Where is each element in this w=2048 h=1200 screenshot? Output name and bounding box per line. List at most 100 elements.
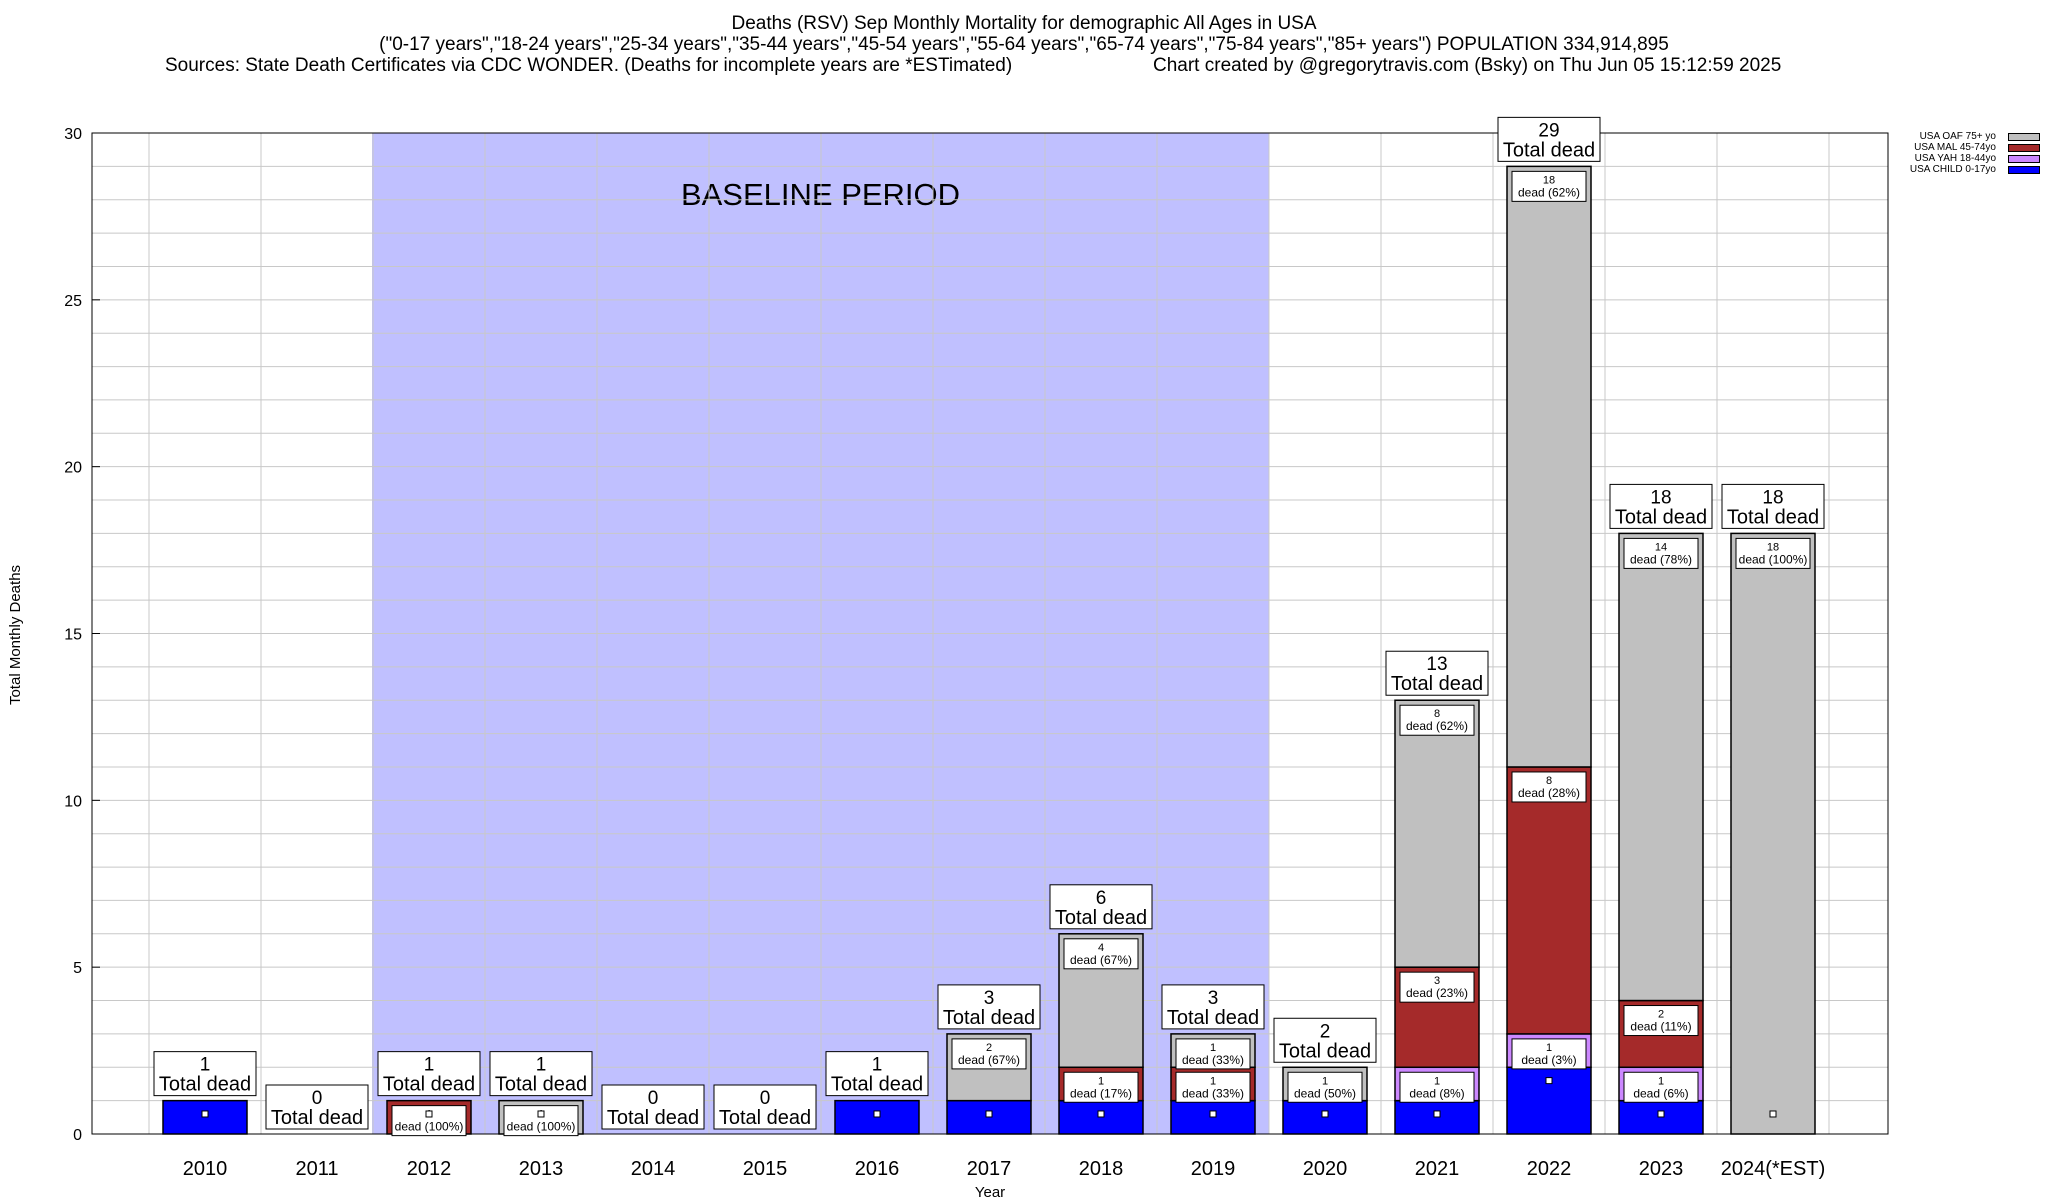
median-marker [985,1110,993,1118]
segment-label-count: 1 [1210,1042,1216,1054]
total-label-text: Total dead [159,1074,251,1096]
total-label-count: 0 [312,1088,323,1109]
segment-label-box [1399,1071,1475,1103]
legend-item: USA YAH 18-44yo [1880,153,2040,164]
x-tick-label: 2010 [183,1158,228,1180]
segment-label-box [1063,1071,1139,1103]
total-label-box [713,1084,817,1130]
segment-label-box [1175,1071,1251,1103]
segment-label-count: 2 [986,1042,992,1054]
x-tick-label: 2016 [855,1158,900,1180]
segment-label-count: 1 [1098,1075,1104,1087]
total-label-count: 6 [1096,888,1107,909]
total-label-text: Total dead [1391,673,1483,695]
median-marker [1097,1110,1105,1118]
bar-segment-usa-oaf-75-yo [1618,532,1704,1002]
total-label-text: Total dead [383,1074,475,1096]
segment-label-text: dead (33%) [1182,1053,1244,1067]
total-label-box [489,1051,593,1097]
segment-label-box [1623,537,1699,569]
chart-title: Deaths (RSV) Sep Monthly Mortality for d… [731,13,1317,34]
total-label-box [265,1084,369,1130]
total-label-text: Total dead [271,1107,363,1129]
y-tick-label: 30 [64,126,82,143]
segment-label-text: dead (62%) [1406,719,1468,733]
total-label-text: Total dead [1503,139,1595,161]
median-marker [1769,1110,1777,1118]
total-label-count: 0 [648,1088,659,1109]
segment-label-box [1399,971,1475,1003]
total-label-text: Total dead [1167,1007,1259,1029]
bar-segment-usa-oaf-75-yo [1394,699,1480,968]
segment-label-text: dead (33%) [1182,1086,1244,1100]
segment-label-box [1063,938,1139,970]
median-marker [1545,1077,1553,1085]
segment-label-count: 3 [1434,975,1440,987]
y-axis-label: Total Monthly Deaths [7,565,24,705]
segment-label-count: 1 [1434,1075,1440,1087]
total-label-box [1497,116,1601,162]
bar-segment-usa-mal-45-74yo [1506,766,1592,1035]
segment-label-count: 2 [1658,1009,1664,1021]
median-marker [537,1110,545,1118]
total-label-text: Total dead [1055,907,1147,929]
legend-item-label: USA OAF 75+ yo [1919,131,1996,142]
total-label-box [1385,650,1489,696]
chart-legend: USA OAF 75+ yo USA MAL 45-74yo USA YAH 18-… [1880,131,2040,175]
total-label-box [1721,483,1825,529]
segment-label-text: dead (11%) [1630,1020,1691,1034]
x-tick-label: 2018 [1079,1158,1124,1180]
segment-label-text: dead (100%) [507,1120,576,1134]
legend-swatch [2008,133,2040,141]
total-label-box [1161,984,1265,1030]
total-label-count: 3 [1208,988,1219,1009]
x-tick-label: 2011 [295,1158,338,1180]
y-tick-label: 10 [64,793,82,810]
y-tick-label: 20 [64,460,82,477]
total-label-count: 1 [200,1055,211,1076]
total-label-count: 18 [1762,487,1783,508]
median-marker [201,1110,209,1118]
x-tick-label: 2023 [1639,1158,1684,1180]
x-tick-label: 2022 [1527,1158,1572,1180]
segment-label-box [1511,771,1587,803]
total-label-box [377,1051,481,1097]
y-tick-label: 0 [73,1127,82,1144]
x-tick-label: 2013 [519,1158,564,1180]
total-label-text: Total dead [943,1007,1035,1029]
total-label-text: Total dead [495,1074,587,1096]
legend-swatch [2008,155,2040,163]
chart-sources: Sources: State Death Certificates via CD… [165,55,1013,76]
segment-label-count: 18 [1543,174,1555,186]
segment-label-box [1735,537,1811,569]
x-axis-label: Year [975,1184,1005,1200]
bar-segment-usa-oaf-75-yo [1730,532,1816,1135]
total-label-text: Total dead [1279,1040,1371,1062]
segment-label-text: dead (67%) [958,1053,1020,1067]
segment-label-count: 18 [1767,541,1779,553]
segment-label-text: dead (23%) [1406,986,1468,1000]
median-marker [873,1110,881,1118]
total-label-box [937,984,1041,1030]
total-label-box [825,1051,929,1097]
segment-label-box [1287,1071,1363,1103]
total-label-count: 18 [1650,487,1671,508]
total-label-text: Total dead [719,1107,811,1129]
total-label-count: 29 [1538,120,1559,141]
x-tick-label: 2014 [631,1158,676,1180]
total-label-count: 1 [424,1055,435,1076]
total-label-count: 1 [536,1055,547,1076]
segment-label-text: dead (28%) [1518,786,1580,800]
segment-label-count: 1 [1210,1075,1216,1087]
segment-label-text: dead (3%) [1521,1053,1576,1067]
chart-subtitle-age-groups: ("0-17 years","18-24 years","25-34 years… [379,34,1669,55]
total-label-box [153,1051,257,1097]
x-tick-label: 2020 [1303,1158,1348,1180]
median-marker [1433,1110,1441,1118]
y-tick-label: 15 [64,627,82,644]
segment-label-text: dead (78%) [1630,552,1692,566]
total-label-box [601,1084,705,1130]
total-label-text: Total dead [1727,506,1819,528]
segment-label-count: 1 [1658,1075,1664,1087]
x-tick-label: 2024(*EST) [1721,1158,1826,1180]
